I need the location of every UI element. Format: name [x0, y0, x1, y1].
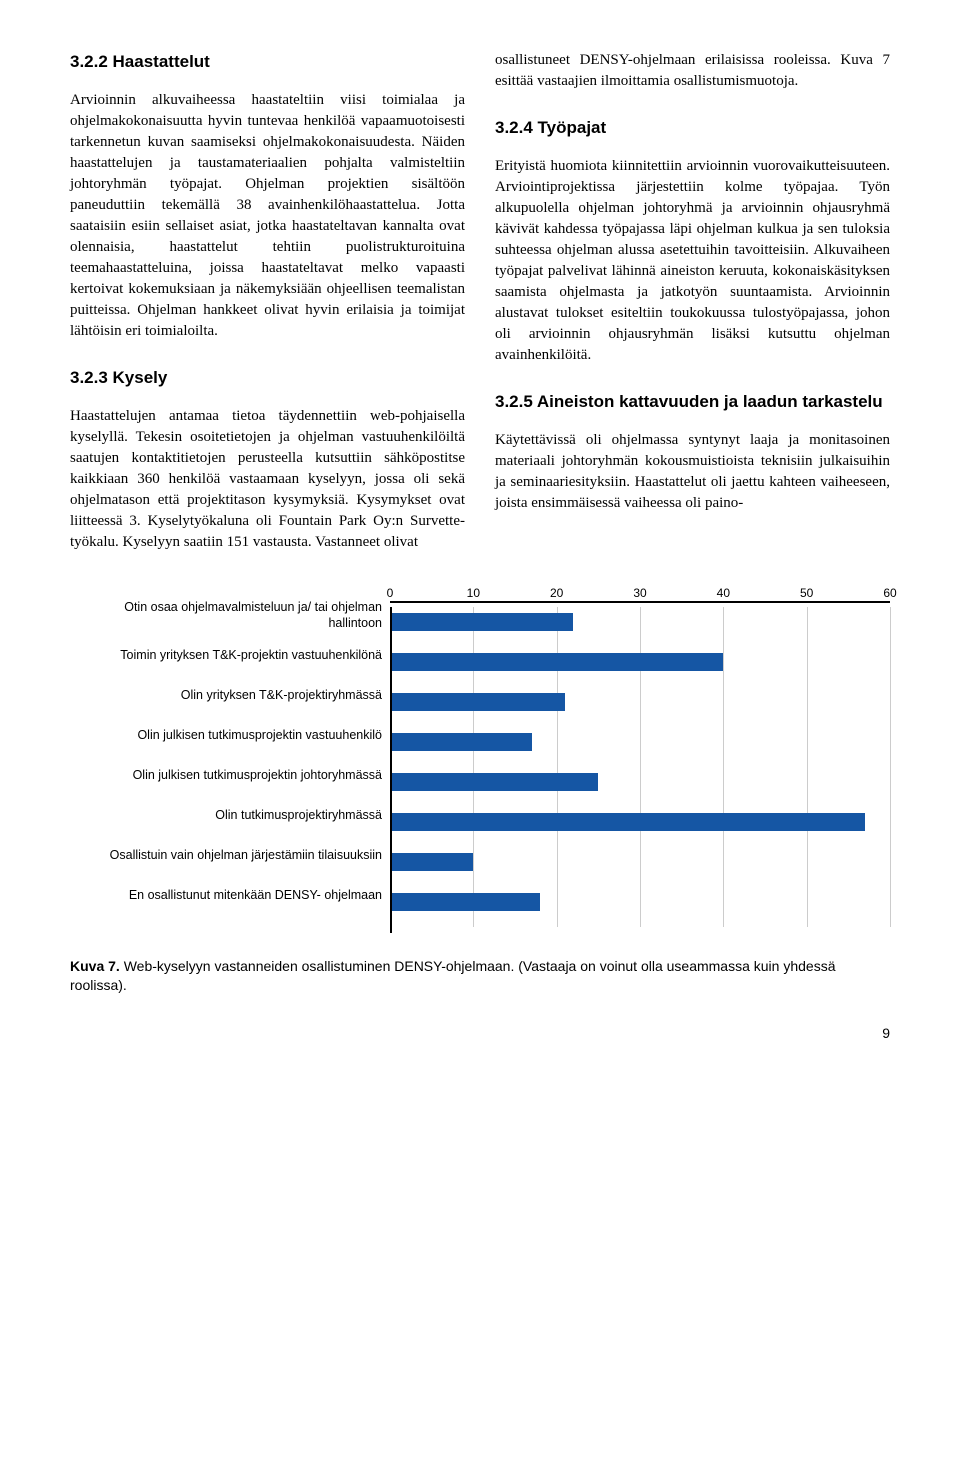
- chart-bar: [390, 693, 565, 711]
- chart-bar: [390, 613, 573, 631]
- caption-body: Web-kyselyyn vastanneiden osallistuminen…: [70, 958, 836, 994]
- chart-bar: [390, 853, 473, 871]
- axis-tick: 0: [387, 585, 394, 602]
- caption-label: Kuva 7.: [70, 958, 120, 974]
- para-haastattelut: Arvioinnin alkuvaiheessa haastateltiin v…: [70, 90, 465, 342]
- page-number: 9: [70, 1024, 890, 1044]
- para-tyopajat: Erityistä huomiota kiinnitettiin arvioin…: [495, 156, 890, 366]
- chart-bar: [390, 733, 532, 751]
- chart-category-label: En osallistunut mitenkään DENSY- ohjelma…: [90, 887, 390, 905]
- axis-tick: 30: [633, 585, 646, 602]
- heading-aineisto: 3.2.5 Aineiston kattavuuden ja laadun ta…: [495, 390, 890, 414]
- heading-kysely: 3.2.3 Kysely: [70, 366, 465, 390]
- axis-tick: 10: [467, 585, 480, 602]
- chart-category-label: Olin julkisen tutkimusprojektin johtoryh…: [90, 767, 390, 785]
- chart-category-label: Olin tutkimusprojektiryhmässä: [90, 807, 390, 825]
- chart-category-label: Osallistuin vain ohjelman järjestämiin t…: [90, 847, 390, 865]
- para-aineisto: Käytettävissä oli ohjelmassa syntynyt la…: [495, 430, 890, 514]
- axis-tick: 60: [883, 585, 896, 602]
- heading-tyopajat: 3.2.4 Työpajat: [495, 116, 890, 140]
- chart-bar: [390, 773, 598, 791]
- para-right-intro: osallistuneet DENSY-ohjelmaan erilaisiss…: [495, 50, 890, 92]
- chart-bar: [390, 893, 540, 911]
- chart-category-label: Otin osaa ohjelmavalmisteluun ja/ tai oh…: [90, 607, 390, 625]
- chart-category-label: Toimin yrityksen T&K-projektin vastuuhen…: [90, 647, 390, 665]
- figure-caption: Kuva 7. Web-kyselyyn vastanneiden osalli…: [70, 957, 890, 996]
- heading-haastattelut: 3.2.2 Haastattelut: [70, 50, 465, 74]
- chart-category-label: Olin yrityksen T&K-projektiryhmässä: [90, 687, 390, 705]
- bar-chart: Otin osaa ohjelmavalmisteluun ja/ tai oh…: [70, 607, 890, 933]
- axis-tick: 20: [550, 585, 563, 602]
- chart-bar: [390, 653, 723, 671]
- chart-bar: [390, 813, 865, 831]
- chart-category-label: Olin julkisen tutkimusprojektin vastuuhe…: [90, 727, 390, 745]
- axis-tick: 50: [800, 585, 813, 602]
- axis-tick: 40: [717, 585, 730, 602]
- para-kysely: Haastattelujen antamaa tietoa täydennett…: [70, 406, 465, 553]
